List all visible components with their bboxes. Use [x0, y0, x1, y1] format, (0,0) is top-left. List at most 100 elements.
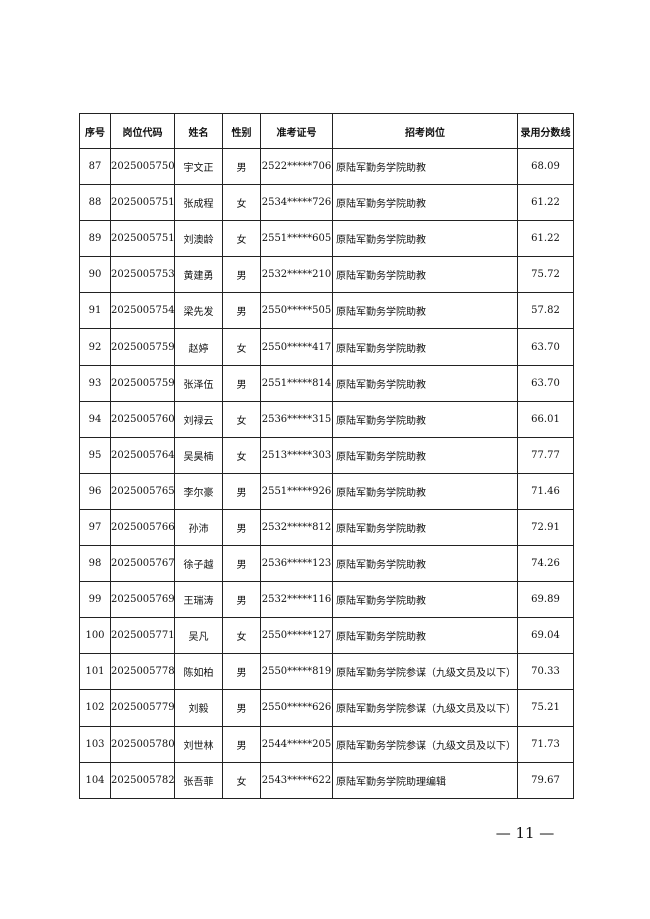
table-cell: 2536*****123: [260, 545, 333, 583]
table-cell: 2532*****210: [260, 256, 333, 294]
table-body: 87 2025005750 宇文正男 2522*****706 原陆军勤务学院助教 68.…: [79, 147, 574, 799]
table-cell: 王瑞涛: [174, 581, 223, 619]
table-cell: 98: [79, 545, 111, 583]
table-row: 95 2025005764 吴昊楠女 2513*****303 原陆军勤务学院助教 77.…: [79, 436, 574, 474]
table-cell: 2543*****622: [260, 761, 333, 799]
table-row: 94 2025005760 刘禄云女 2536*****315 原陆军勤务学院助教 66.…: [79, 400, 574, 438]
table-cell: 原陆军勤务学院助教: [332, 184, 518, 222]
table-cell: 徐子越: [174, 545, 223, 583]
table-cell: 103: [79, 725, 111, 763]
table-cell: 宇文正: [174, 147, 223, 186]
table-cell: 梁先发: [174, 292, 223, 330]
table-row: 93 2025005759 张泽伍男 2551*****814 原陆军勤务学院助教 63.…: [79, 364, 574, 402]
table-row: 100 2025005771 吴凡女 2550*****127 原陆军勤务学院助教 69.…: [79, 617, 574, 655]
table-cell: 2551*****814: [260, 364, 333, 402]
table-cell: 69.89: [517, 581, 574, 619]
table-cell: 女: [222, 328, 261, 366]
header-cell: 姓名: [174, 113, 223, 149]
table-cell: 原陆军勤务学院助教: [332, 147, 518, 186]
table-cell: 2025005766: [110, 508, 175, 547]
table-cell: 2025005778: [110, 653, 175, 691]
table-row: 99 2025005769 王瑞涛男 2532*****116 原陆军勤务学院助教 69.…: [79, 581, 574, 619]
table-cell: 79.67: [517, 761, 574, 799]
table-cell: 2025005751: [110, 184, 175, 222]
table-cell: 2522*****706: [260, 147, 333, 186]
table-cell: 男: [222, 472, 261, 510]
table-cell: 2025005750: [110, 147, 175, 186]
table-cell: 2025005780: [110, 725, 175, 763]
table-row: 87 2025005750 宇文正男 2522*****706 原陆军勤务学院助教 68.…: [79, 147, 574, 186]
table-cell: 原陆军勤务学院助教: [332, 292, 518, 330]
table-row: 103 2025005780 刘世林男 2544*****205 原陆军勤务学院参谋（九…: [79, 725, 574, 763]
table-cell: 原陆军勤务学院参谋（九级文员及以下）: [332, 725, 518, 763]
table-cell: 李尔豪: [174, 472, 223, 510]
table-cell: 原陆军勤务学院助教: [332, 400, 518, 438]
table-cell: 2025005779: [110, 689, 175, 727]
table-cell: 70.33: [517, 653, 574, 691]
table-cell: 90: [79, 256, 111, 294]
table-cell: 71.73: [517, 725, 574, 763]
table-cell: 92: [79, 328, 111, 366]
table-row: 90 2025005753 黄建勇男 2532*****210 原陆军勤务学院助教 75.…: [79, 256, 574, 294]
table-cell: 赵婷: [174, 328, 223, 366]
header-cell: 招考岗位: [332, 113, 518, 149]
table-cell: 68.09: [517, 147, 574, 186]
table-cell: 2550*****505: [260, 292, 333, 330]
table-cell: 2025005767: [110, 545, 175, 583]
table-cell: 刘禄云: [174, 400, 223, 438]
table-cell: 女: [222, 761, 261, 799]
table-cell: 原陆军勤务学院参谋（九级文员及以下）: [332, 653, 518, 691]
table-cell: 男: [222, 653, 261, 691]
table-cell: 原陆军勤务学院助教: [332, 508, 518, 547]
table-row: 88 2025005751 张成程女 2534*****726 原陆军勤务学院助教 61.…: [79, 184, 574, 222]
table-row: 91 2025005754 梁先发男 2550*****505 原陆军勤务学院助教 57.…: [79, 292, 574, 330]
table-cell: 原陆军勤务学院助教: [332, 256, 518, 294]
table-cell: 91: [79, 292, 111, 330]
table-cell: 77.77: [517, 436, 574, 474]
table-cell: 75.72: [517, 256, 574, 294]
table-cell: 104: [79, 761, 111, 799]
table-cell: 2025005765: [110, 472, 175, 510]
table-cell: 2544*****205: [260, 725, 333, 763]
header-cell: 序号: [79, 113, 111, 149]
table-cell: 男: [222, 545, 261, 583]
header-cell: 性别: [222, 113, 261, 149]
table-cell: 61.22: [517, 184, 574, 222]
table-cell: 2532*****812: [260, 508, 333, 547]
table-row: 96 2025005765 李尔豪男 2551*****926 原陆军勤务学院助教 71.…: [79, 472, 574, 510]
table-cell: 2025005754: [110, 292, 175, 330]
table-cell: 女: [222, 184, 261, 222]
table-cell: 61.22: [517, 220, 574, 258]
table-cell: 2550*****127: [260, 617, 333, 655]
table-cell: 刘毅: [174, 689, 223, 727]
table-cell: 张成程: [174, 184, 223, 222]
table-cell: 男: [222, 364, 261, 402]
table-cell: 2025005769: [110, 581, 175, 619]
table-cell: 男: [222, 689, 261, 727]
table-row: 92 2025005759 赵婷女 2550*****417 原陆军勤务学院助教 63.7…: [79, 328, 574, 366]
table-cell: 原陆军勤务学院助教: [332, 617, 518, 655]
table-cell: 63.70: [517, 328, 574, 366]
table-cell: 2536*****315: [260, 400, 333, 438]
table-cell: 2025005760: [110, 400, 175, 438]
table-cell: 2551*****926: [260, 472, 333, 510]
header-row: 序号 岗位代码 姓名 性别 准考证号 招考岗位 录用分数线: [79, 113, 574, 149]
table-cell: 男: [222, 147, 261, 186]
table-cell: 原陆军勤务学院助教: [332, 328, 518, 366]
table-cell: 87: [79, 147, 111, 186]
table-cell: 女: [222, 436, 261, 474]
header-cell: 准考证号: [260, 113, 333, 149]
table-cell: 女: [222, 617, 261, 655]
table-cell: 2025005753: [110, 256, 175, 294]
table-cell: 101: [79, 653, 111, 691]
header-cell: 岗位代码: [110, 113, 175, 149]
table-cell: 99: [79, 581, 111, 619]
table-cell: 原陆军勤务学院助教: [332, 436, 518, 474]
table-cell: 93: [79, 364, 111, 402]
table-cell: 吴昊楠: [174, 436, 223, 474]
table-cell: 黄建勇: [174, 256, 223, 294]
table-cell: 69.04: [517, 617, 574, 655]
table-row: 98 2025005767 徐子越男 2536*****123 原陆军勤务学院助教 74.…: [79, 545, 574, 583]
table-cell: 2025005782: [110, 761, 175, 799]
